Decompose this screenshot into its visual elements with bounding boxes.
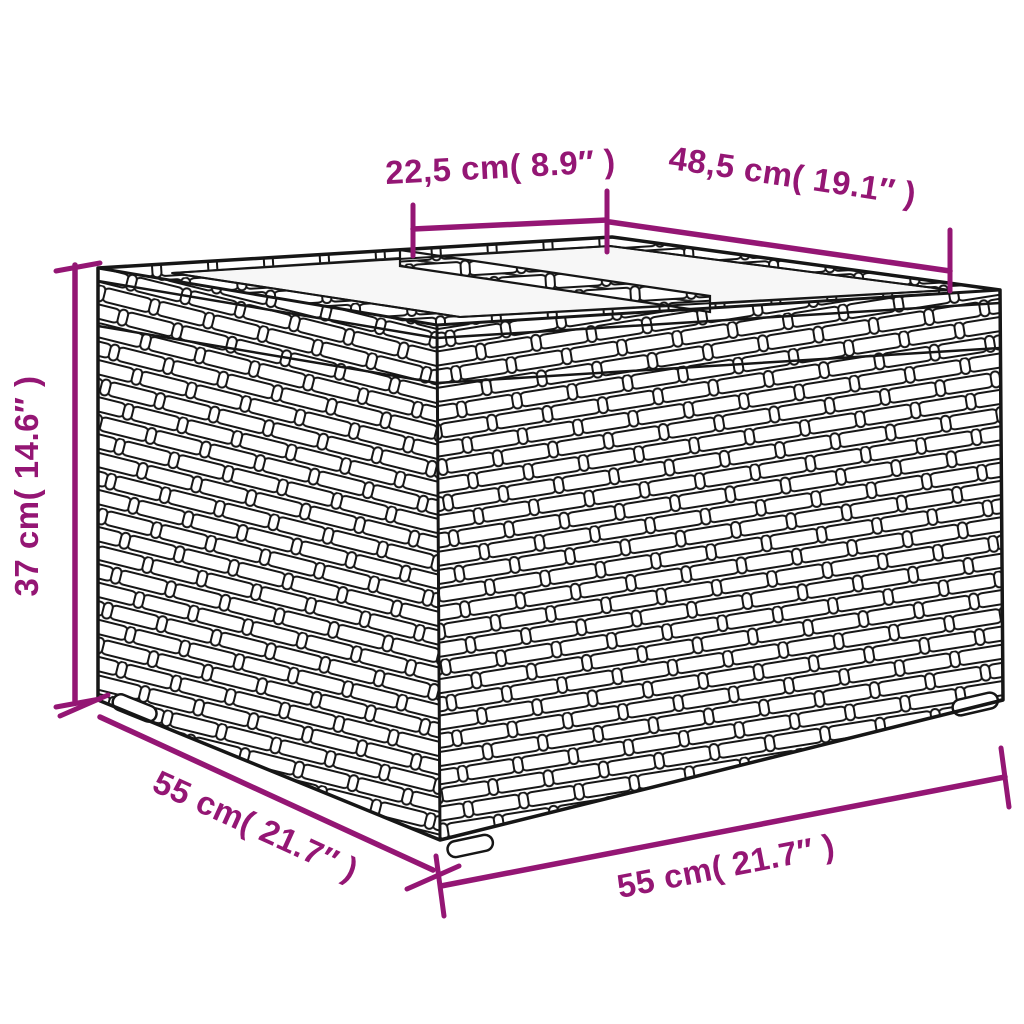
dim-tick [57, 692, 111, 719]
dim-tick [404, 863, 462, 892]
table-right-face-weave [437, 290, 1003, 840]
dimension-height: 37 cm( 14.6″ ) [8, 260, 103, 710]
dim-tick [433, 853, 447, 919]
table-foot-front [446, 833, 495, 859]
dim-line-width [438, 774, 1008, 889]
table-internal-edges [96, 266, 1002, 842]
dim-line-top-right [607, 219, 953, 274]
dim-tick [998, 745, 1012, 810]
dim-line-top-left [410, 217, 610, 232]
glass-divider-strip [398, 248, 712, 314]
dim-label-top-left: 22,5 cm( 8.9″ ) [384, 142, 616, 191]
rattan-table-drawing [96, 235, 1005, 859]
dim-label-height: 37 cm( 14.6″ ) [8, 376, 45, 597]
dim-label-top-right: 48,5 cm( 19.1″ ) [667, 139, 919, 212]
dim-line-depth [97, 714, 436, 873]
dim-label-width: 55 cm( 21.7″ ) [614, 826, 838, 904]
dim-tick [53, 260, 103, 274]
table-left-face-weave [98, 268, 440, 840]
